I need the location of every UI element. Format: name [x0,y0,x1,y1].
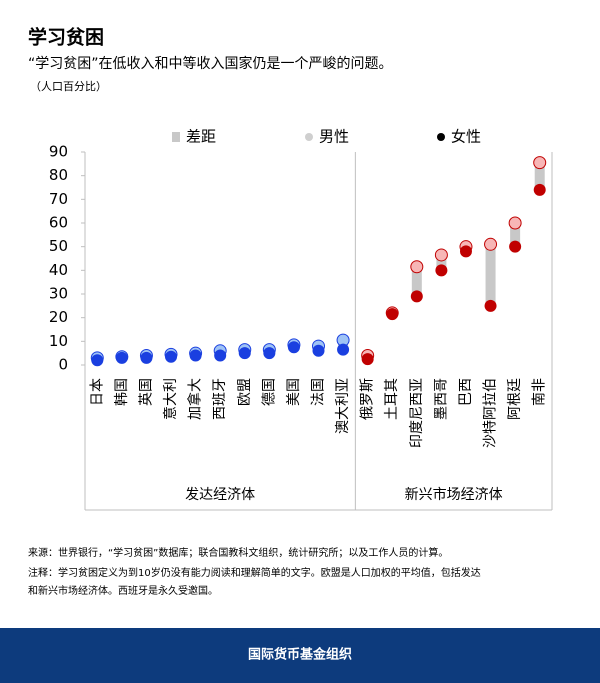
x-tick-label: 意大利 [162,378,179,420]
female-dot [214,349,227,362]
y-tick-label: 80 [49,166,68,184]
x-tick-label: 德国 [261,378,277,406]
male-dot [410,260,424,274]
legend-label: 女性 [451,128,481,146]
gap-bar [534,162,545,190]
y-tick-label: 20 [49,308,68,326]
y-tick-label: 10 [49,332,68,350]
x-tick-label: 土耳其 [384,378,400,420]
female-dot [361,353,374,366]
gap-bar [485,244,496,306]
gap-bar [510,223,521,247]
x-tick-label: 印度尼西亚 [409,378,425,448]
male-dot [533,156,547,170]
female-dot [410,290,423,303]
x-tick-label: 南非 [532,378,548,406]
x-tick-label: 加拿大 [187,378,204,420]
y-tick-label: 50 [49,237,68,255]
y-tick-label: 0 [58,356,68,374]
note: 和新兴市场经济体。西班牙是永久受邀国。 [28,584,218,597]
gap-bar [436,254,447,271]
female-dot [312,344,325,357]
legend-swatch [305,133,313,141]
x-tick-label: 沙特阿拉伯 [483,378,499,448]
male-dot [508,216,522,230]
female-dot [115,351,128,364]
subtitle: “学习贫困”在低收入和中等收入国家仍是一个严峻的问题。 [28,55,393,72]
x-tick-label: 欧盟 [237,378,253,406]
x-tick-label: 英国 [137,378,154,406]
x-tick-label: 澳大利亚 [335,378,351,434]
female-dot [165,350,178,363]
female-dot [140,351,153,364]
y-tick-label: 40 [49,261,68,279]
female-dot [435,264,448,277]
legend-label: 差距 [186,128,216,146]
legend-label: 男性 [319,128,349,146]
female-dot [189,349,202,362]
male-dot [434,248,448,262]
footer: 国际货币基金组织 [248,647,352,663]
group-label: 新兴市场经济体 [405,486,503,503]
male-dot [484,237,498,251]
x-tick-label: 美国 [286,378,302,406]
unit: （人口百分比） [30,80,107,93]
title: 学习贫困 [28,26,104,49]
x-tick-label: 巴西 [458,378,474,406]
source: 来源：世界银行，“学习贫困”数据库；联合国教科文组织，统计研究所；以及工作人员的… [28,546,448,559]
note: 注释：学习贫困定义为到10岁仍没有能力阅读和理解简单的文字。欧盟是人口加权的平均… [28,566,481,579]
female-dot [533,183,546,196]
x-tick-label: 韩国 [114,378,130,406]
footer-band [0,628,600,683]
gap-bar [411,266,422,297]
x-tick-label: 墨西哥 [433,378,449,420]
female-dot [484,299,497,312]
y-tick-label: 30 [49,285,68,303]
x-tick-label: 西班牙 [212,378,228,420]
x-tick-label: 日本 [89,378,105,406]
legend-swatch [437,133,445,141]
legend-swatch [172,132,180,142]
x-tick-label: 俄罗斯 [360,378,376,420]
female-dot [386,308,399,321]
female-dot [238,347,251,360]
y-tick-label: 70 [49,190,68,208]
female-dot [509,240,522,253]
female-dot [287,341,300,354]
female-dot [337,343,350,356]
x-tick-label: 阿根廷 [507,378,523,420]
female-dot [91,354,104,367]
female-dot [459,245,472,258]
y-tick-label: 60 [49,214,68,232]
x-tick-label: 法国 [311,378,327,406]
group-label: 发达经济体 [185,487,255,503]
female-dot [263,347,276,360]
y-tick-label: 90 [49,143,68,161]
